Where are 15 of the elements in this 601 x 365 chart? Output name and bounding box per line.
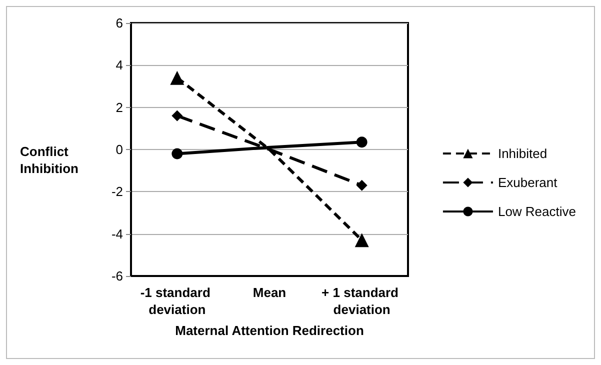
legend-label: Low Reactive (498, 204, 576, 219)
y-axis-title: Conflict Inhibition (20, 144, 79, 176)
x-tick-label: Mean (252, 285, 286, 300)
x-axis-title: Maternal Attention Redirection (175, 323, 364, 338)
y-tick-label: 2 (116, 100, 123, 115)
x-tick-label: + 1 standard deviation (322, 285, 402, 317)
legend-label: Exuberant (498, 175, 558, 190)
y-tick-label: -6 (111, 268, 123, 284)
y-tick-label: -2 (111, 184, 123, 200)
y-tick-label: 0 (116, 142, 123, 157)
y-tick-label: 6 (116, 16, 123, 30)
legend-label: Inhibited (498, 146, 548, 161)
y-tick-label: 4 (116, 58, 123, 73)
y-tick-label: -4 (111, 226, 123, 242)
x-tick-label: -1 standard deviation (140, 285, 214, 317)
